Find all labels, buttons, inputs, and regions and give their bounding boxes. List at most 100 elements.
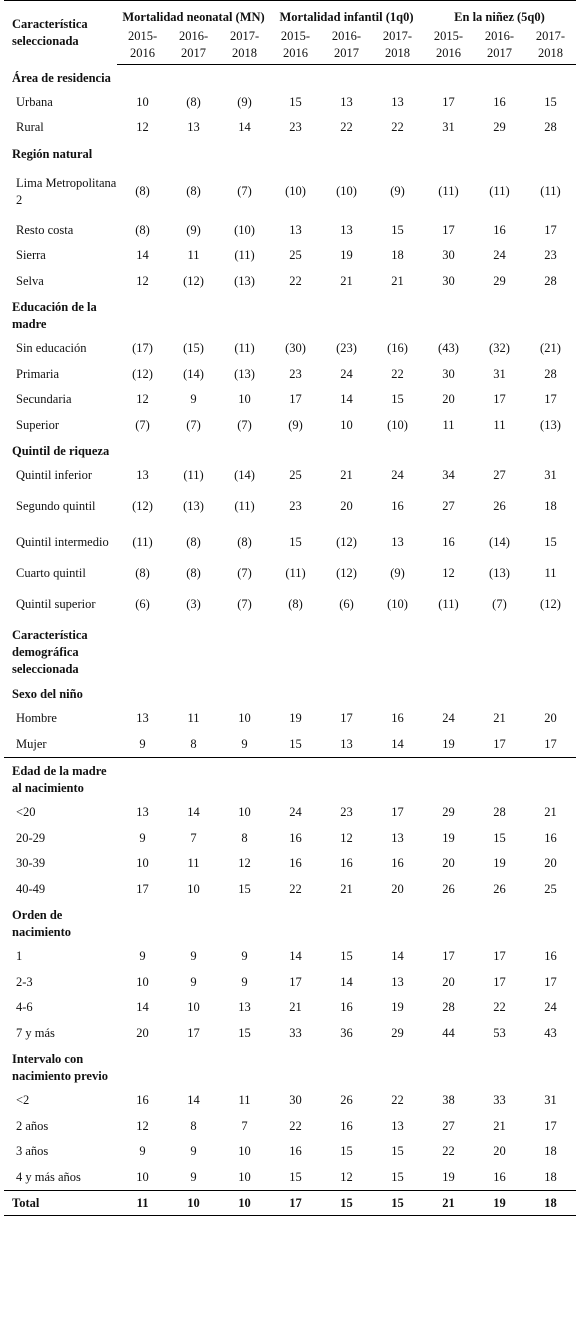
value-cell: (12) bbox=[336, 535, 357, 549]
value-cell: 9 bbox=[190, 974, 197, 989]
value-cell: 10 bbox=[238, 805, 251, 820]
value-cell: 21 bbox=[340, 881, 353, 896]
row-label: Total bbox=[4, 1190, 118, 1216]
value-cell: 17 bbox=[289, 392, 302, 407]
table-row: Lima Metropolitana 2 (8) (8) (7) (10) (10) (9)… bbox=[4, 166, 576, 218]
value-cell: 23 bbox=[289, 366, 302, 381]
value-cell: 8 bbox=[190, 736, 197, 751]
value-cell: 29 bbox=[493, 273, 506, 288]
value-cell: (11) bbox=[132, 535, 153, 549]
empty-cell bbox=[525, 438, 576, 463]
value-cell: 23 bbox=[289, 499, 302, 513]
value-cell: 11 bbox=[442, 417, 455, 432]
value-cell: 11 bbox=[238, 1093, 251, 1108]
value-cell: 16 bbox=[391, 711, 404, 726]
empty-cell bbox=[423, 65, 474, 90]
row-label: 3 años bbox=[16, 1144, 49, 1159]
value-cell: 30 bbox=[442, 248, 455, 263]
value-cell: 9 bbox=[139, 736, 146, 751]
value-cell: 10 bbox=[168, 1190, 220, 1216]
value-cell: 15 bbox=[289, 1169, 302, 1184]
value-cell: 13 bbox=[136, 711, 149, 726]
value-cell: (7) bbox=[237, 565, 252, 580]
value-cell: 31 bbox=[544, 1093, 557, 1108]
value-cell: 16 bbox=[289, 830, 302, 845]
value-cell: 17 bbox=[544, 736, 557, 751]
section-title: Región natural bbox=[12, 146, 93, 161]
empty-cell bbox=[525, 141, 576, 166]
empty-cell bbox=[321, 141, 372, 166]
empty-cell bbox=[423, 141, 474, 166]
value-cell: 22 bbox=[493, 1000, 506, 1015]
value-cell: 26 bbox=[340, 1093, 353, 1108]
table-row: Urbana 10 (8) (9) 15 13 13 17 16 15 bbox=[4, 90, 576, 116]
value-cell: (16) bbox=[387, 341, 408, 356]
value-cell: 15 bbox=[340, 1144, 353, 1159]
section-row: Edad de la madre al nacimiento bbox=[4, 757, 576, 800]
value-cell: 21 bbox=[289, 1000, 302, 1015]
empty-cell bbox=[168, 622, 219, 681]
value-cell: 22 bbox=[289, 1118, 302, 1133]
empty-cell bbox=[219, 294, 270, 336]
value-cell: 11 bbox=[187, 711, 200, 726]
value-cell: 22 bbox=[289, 273, 302, 288]
value-cell: 14 bbox=[238, 120, 251, 135]
value-cell: 31 bbox=[493, 366, 506, 381]
value-cell: 24 bbox=[289, 805, 302, 820]
row-label: Sierra bbox=[16, 248, 46, 263]
value-cell: (13) bbox=[489, 565, 510, 580]
section-title: Edad de la madre al nacimiento bbox=[4, 757, 118, 800]
row-label: 2 años bbox=[16, 1118, 49, 1133]
year-header: 2017-2018 bbox=[371, 26, 423, 65]
empty-cell bbox=[474, 681, 525, 706]
value-cell: 16 bbox=[136, 1093, 149, 1108]
value-cell: 20 bbox=[136, 1025, 149, 1040]
value-cell: 15 bbox=[391, 392, 404, 407]
value-cell: (9) bbox=[390, 565, 405, 580]
value-cell: 12 bbox=[136, 120, 149, 135]
value-cell: (8) bbox=[186, 184, 201, 198]
value-cell: (8) bbox=[186, 535, 201, 549]
value-cell: 34 bbox=[442, 468, 455, 483]
value-cell: 28 bbox=[544, 273, 557, 288]
value-cell: 10 bbox=[238, 1169, 251, 1184]
value-cell: 18 bbox=[544, 1169, 557, 1184]
value-cell: 18 bbox=[544, 1144, 557, 1159]
value-cell: 10 bbox=[136, 974, 149, 989]
value-cell: 25 bbox=[289, 468, 302, 483]
value-cell: 17 bbox=[493, 974, 506, 989]
row-label: Selva bbox=[16, 273, 44, 288]
value-cell: 17 bbox=[442, 222, 455, 237]
value-cell: 15 bbox=[391, 222, 404, 237]
value-cell: (7) bbox=[186, 417, 201, 432]
table-row: 40-49 17 10 15 22 21 20 26 26 25 bbox=[4, 877, 576, 903]
empty-cell bbox=[219, 438, 270, 463]
value-cell: (11) bbox=[489, 184, 510, 198]
value-cell: (7) bbox=[135, 417, 150, 432]
table-row: Quintil superior (6) (3) (7) (8) (6) (10) (11) (… bbox=[4, 586, 576, 622]
value-cell: 20 bbox=[442, 974, 455, 989]
year-header: 2017-2018 bbox=[524, 26, 576, 65]
value-cell: (13) bbox=[234, 366, 255, 381]
value-cell: (15) bbox=[183, 341, 204, 356]
value-cell: 13 bbox=[340, 736, 353, 751]
value-cell: 17 bbox=[187, 1025, 200, 1040]
value-cell: 28 bbox=[544, 366, 557, 381]
value-cell: 9 bbox=[241, 974, 248, 989]
value-cell: 26 bbox=[493, 881, 506, 896]
section-title: Quintil de riqueza bbox=[12, 444, 110, 458]
value-cell: 20 bbox=[340, 499, 353, 513]
value-cell: 9 bbox=[139, 949, 146, 964]
group-header-infant: Mortalidad infantil (1q0) bbox=[270, 0, 423, 26]
section-row: Intervalo con nacimiento previo bbox=[4, 1046, 576, 1088]
value-cell: 16 bbox=[493, 94, 506, 109]
value-cell: 21 bbox=[422, 1190, 474, 1216]
empty-cell bbox=[270, 622, 321, 681]
empty-cell bbox=[525, 681, 576, 706]
table-row: 4-6 14 10 13 21 16 19 28 22 24 bbox=[4, 995, 576, 1021]
table-row: 2-3 10 9 9 17 14 13 20 17 17 bbox=[4, 970, 576, 996]
value-cell: (7) bbox=[237, 596, 252, 611]
table-row: Cuarto quintil (8) (8) (7) (11) (12) (9) 12 (13)… bbox=[4, 561, 576, 587]
value-cell: 22 bbox=[289, 881, 302, 896]
value-cell: (10) bbox=[387, 417, 408, 432]
